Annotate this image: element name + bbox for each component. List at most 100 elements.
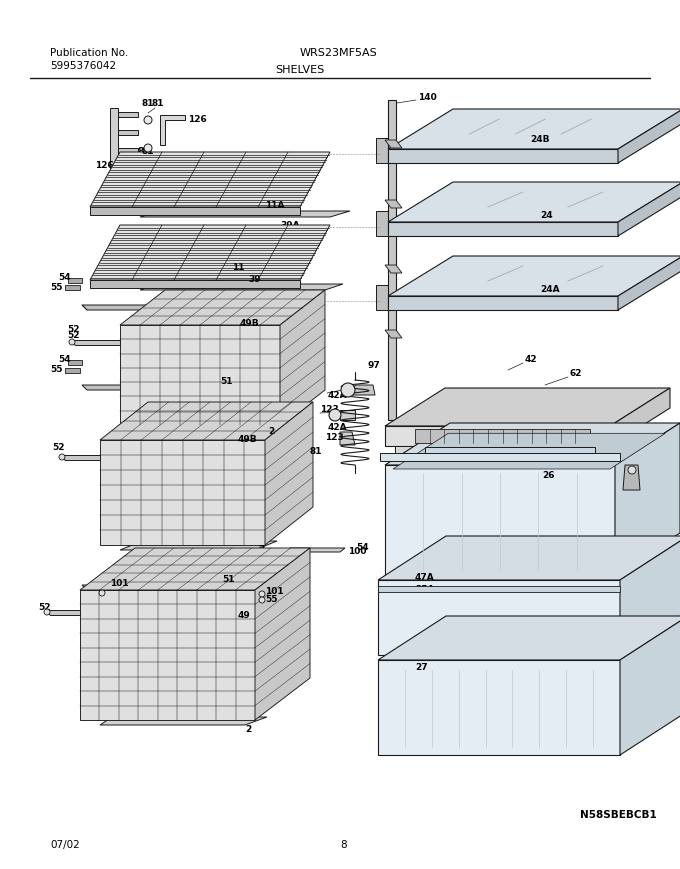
Text: 49B: 49B [238,435,258,445]
Text: 81: 81 [142,99,154,109]
Text: 2: 2 [258,546,265,554]
Polygon shape [90,207,300,215]
Text: 8: 8 [340,840,347,850]
Polygon shape [618,256,680,310]
Text: 81: 81 [138,148,150,156]
Polygon shape [378,536,680,580]
Polygon shape [376,285,388,310]
Polygon shape [90,152,330,207]
Polygon shape [70,340,120,345]
Text: 126: 126 [95,161,114,169]
Polygon shape [100,402,313,440]
Polygon shape [385,330,402,338]
Text: 42A: 42A [328,423,347,433]
Polygon shape [255,548,310,720]
Text: 51: 51 [220,297,233,307]
Text: 54: 54 [58,274,71,282]
Circle shape [69,339,75,345]
Text: 11: 11 [232,263,245,273]
Text: 140: 140 [418,92,437,102]
Polygon shape [140,211,350,217]
Circle shape [628,466,636,474]
Polygon shape [378,660,620,755]
Polygon shape [376,211,388,236]
Text: 25A: 25A [415,586,435,594]
Text: 24: 24 [540,211,553,221]
Polygon shape [340,410,355,420]
Polygon shape [160,115,185,145]
Polygon shape [118,162,138,167]
Text: 55: 55 [50,282,63,291]
Circle shape [329,409,341,421]
Text: 52: 52 [38,603,50,613]
Polygon shape [388,256,680,296]
Text: 2: 2 [270,428,276,436]
Circle shape [99,590,105,596]
Text: 51: 51 [220,377,233,387]
Text: 2: 2 [268,428,274,436]
Circle shape [341,383,355,397]
Polygon shape [378,616,680,660]
Polygon shape [380,453,620,461]
Polygon shape [285,548,345,552]
Polygon shape [80,590,255,720]
Polygon shape [623,465,640,490]
Polygon shape [615,423,680,575]
Text: 26A: 26A [540,457,560,467]
Text: SHELVES: SHELVES [275,65,324,75]
Polygon shape [385,465,615,575]
Polygon shape [385,388,670,426]
Polygon shape [620,536,680,655]
Polygon shape [388,222,618,236]
Polygon shape [265,402,313,545]
Polygon shape [110,108,118,168]
Text: 42A: 42A [328,392,347,401]
Polygon shape [82,305,285,310]
Text: 54: 54 [58,355,71,364]
Text: 49B: 49B [240,319,260,328]
Polygon shape [388,109,680,149]
Text: 123: 123 [320,406,339,415]
Polygon shape [388,100,396,420]
Polygon shape [610,388,670,446]
Polygon shape [415,429,590,443]
Circle shape [144,144,152,152]
Circle shape [144,116,152,124]
Text: 39: 39 [248,275,260,284]
Text: 81: 81 [310,448,322,456]
Text: 07/02: 07/02 [50,840,80,850]
Text: 126: 126 [188,116,207,124]
Text: 62: 62 [570,369,583,379]
Text: 2: 2 [245,726,251,734]
Polygon shape [620,616,680,755]
Polygon shape [388,296,618,310]
Polygon shape [388,149,618,163]
Polygon shape [60,455,100,460]
Text: 123: 123 [325,434,344,442]
Polygon shape [82,585,295,590]
Polygon shape [618,109,680,163]
Text: 54: 54 [356,542,369,552]
Polygon shape [376,138,388,163]
Polygon shape [378,580,620,655]
Circle shape [259,597,265,603]
Text: 24A: 24A [540,286,560,295]
Polygon shape [385,140,402,148]
Polygon shape [118,130,138,135]
Text: 26A: 26A [542,539,562,547]
Text: 42: 42 [525,355,538,364]
Circle shape [59,454,65,460]
Polygon shape [90,225,330,280]
Text: N58SBEBCB1: N58SBEBCB1 [580,810,657,820]
Circle shape [44,609,50,615]
Polygon shape [378,586,620,592]
Text: 25: 25 [480,461,492,469]
Polygon shape [385,426,610,446]
Text: 47: 47 [478,452,491,461]
Text: Publication No.: Publication No. [50,48,129,58]
Polygon shape [118,112,138,117]
Text: 27: 27 [415,664,428,673]
Text: 100: 100 [348,547,367,556]
Text: 101: 101 [110,580,129,588]
Text: 49: 49 [238,612,251,620]
